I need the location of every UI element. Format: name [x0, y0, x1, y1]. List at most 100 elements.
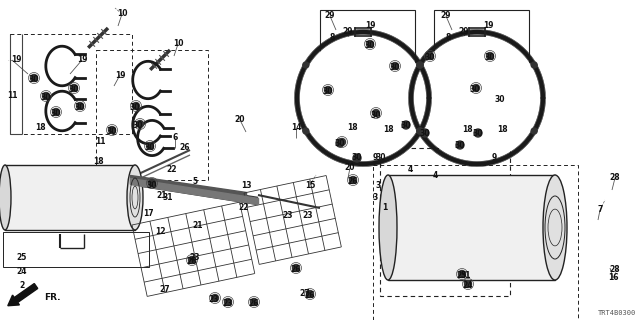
Text: 30: 30: [365, 42, 375, 51]
Circle shape: [531, 62, 537, 68]
Text: 30: 30: [145, 143, 156, 153]
Bar: [5, 165, 135, 230]
Circle shape: [303, 128, 309, 134]
Circle shape: [70, 84, 77, 92]
Text: 3: 3: [376, 180, 381, 189]
Text: 27: 27: [160, 285, 170, 294]
Circle shape: [303, 62, 309, 68]
Text: 23: 23: [303, 211, 313, 220]
Bar: [434, 10, 529, 98]
Text: 8: 8: [445, 34, 451, 43]
Text: 9: 9: [492, 154, 497, 163]
Text: 19: 19: [483, 21, 493, 30]
Text: 30: 30: [68, 85, 79, 94]
Circle shape: [456, 141, 464, 149]
Circle shape: [415, 36, 540, 161]
Circle shape: [336, 139, 344, 147]
Text: 21: 21: [193, 220, 204, 229]
Circle shape: [367, 41, 374, 47]
Text: 30: 30: [29, 76, 39, 84]
Circle shape: [292, 265, 300, 271]
Circle shape: [211, 294, 218, 301]
Ellipse shape: [543, 175, 567, 280]
Ellipse shape: [0, 165, 11, 230]
Text: 30: 30: [376, 154, 387, 163]
Ellipse shape: [379, 175, 397, 280]
Text: 30: 30: [107, 127, 117, 137]
Circle shape: [486, 52, 493, 60]
Text: 22: 22: [167, 165, 177, 174]
Text: 30: 30: [335, 139, 345, 148]
Text: 30: 30: [495, 95, 505, 105]
Bar: [320, 10, 415, 98]
Text: 10: 10: [116, 10, 127, 19]
Text: 15: 15: [305, 180, 315, 189]
Circle shape: [353, 154, 361, 162]
Text: 19: 19: [77, 55, 87, 65]
Text: 23: 23: [189, 253, 200, 262]
Text: 23: 23: [209, 295, 220, 305]
Bar: [96, 50, 208, 180]
Text: 31: 31: [163, 194, 173, 203]
Circle shape: [132, 102, 140, 109]
Text: 1: 1: [382, 204, 388, 212]
Text: 25: 25: [457, 270, 467, 279]
Text: 23: 23: [223, 300, 233, 308]
Text: 26: 26: [249, 300, 259, 308]
Text: 30: 30: [425, 53, 435, 62]
Text: 19: 19: [11, 55, 21, 65]
Text: 27: 27: [300, 290, 310, 299]
Circle shape: [301, 36, 426, 161]
Text: 30: 30: [484, 53, 495, 62]
Text: 5: 5: [193, 178, 198, 187]
Circle shape: [417, 128, 423, 134]
Text: 18: 18: [347, 124, 357, 132]
Circle shape: [417, 62, 423, 68]
FancyArrow shape: [8, 284, 38, 306]
Text: 12: 12: [155, 228, 165, 236]
Text: 21: 21: [157, 190, 167, 199]
Text: 9: 9: [372, 154, 378, 163]
Text: 30: 30: [401, 121, 412, 130]
Text: 26: 26: [187, 258, 197, 267]
Text: 30: 30: [132, 122, 143, 131]
Circle shape: [52, 108, 60, 116]
Circle shape: [472, 84, 479, 92]
Text: 31: 31: [461, 271, 471, 281]
Text: 18: 18: [93, 157, 103, 166]
Text: 26: 26: [348, 178, 358, 187]
Circle shape: [474, 129, 482, 137]
Text: 26: 26: [305, 292, 316, 300]
Text: 7: 7: [597, 205, 603, 214]
Text: 3: 3: [372, 194, 378, 203]
Circle shape: [339, 139, 346, 146]
Circle shape: [372, 109, 380, 116]
Text: 29: 29: [459, 28, 469, 36]
Text: 30: 30: [473, 129, 483, 138]
Circle shape: [392, 62, 399, 69]
Text: 17: 17: [143, 210, 154, 219]
Text: 2: 2: [19, 281, 24, 290]
Circle shape: [324, 86, 332, 93]
Text: 18: 18: [35, 124, 45, 132]
Bar: [380, 148, 510, 296]
Circle shape: [531, 128, 537, 134]
Text: 30: 30: [51, 109, 61, 118]
Circle shape: [417, 62, 423, 68]
Circle shape: [349, 177, 356, 183]
Bar: [388, 175, 555, 280]
Text: 29: 29: [343, 28, 353, 36]
Text: 28: 28: [610, 266, 620, 275]
Circle shape: [148, 180, 156, 187]
Bar: [373, 165, 578, 320]
Text: 13: 13: [241, 180, 252, 189]
Text: 29: 29: [324, 12, 335, 20]
Circle shape: [417, 128, 423, 134]
Text: 30: 30: [352, 154, 362, 163]
Text: 6: 6: [172, 133, 178, 142]
Text: 30: 30: [470, 85, 480, 94]
Circle shape: [109, 126, 115, 133]
Text: 24: 24: [463, 281, 473, 290]
Circle shape: [426, 52, 433, 60]
Text: 29: 29: [441, 12, 451, 20]
